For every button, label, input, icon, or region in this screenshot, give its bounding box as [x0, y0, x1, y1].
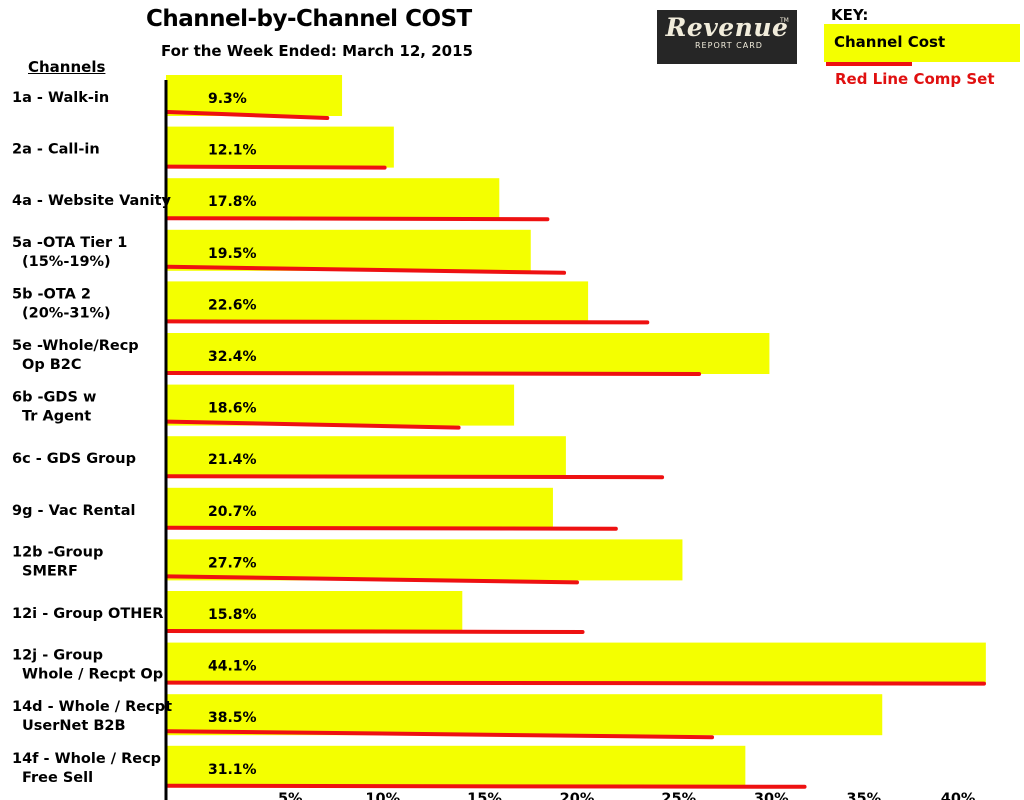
channels-heading: Channels	[28, 58, 106, 76]
bar-value-label: 18.6%	[208, 401, 257, 417]
comp-set-line	[166, 419, 461, 430]
logo-word: Revenue	[665, 13, 789, 42]
bar-channel-cost	[166, 384, 515, 426]
category-label-line2: Op B2C	[22, 357, 82, 373]
bar-channel-cost	[166, 229, 531, 271]
category-label: 14d - Whole / Recpt	[12, 699, 172, 715]
category-label: 2a - Call-in	[12, 142, 100, 158]
category-label-line2: Tr Agent	[22, 409, 91, 425]
logo-tm: TM	[780, 17, 789, 24]
bar-channel-cost	[166, 281, 589, 323]
category-label: 9g - Vac Rental	[12, 503, 135, 519]
category-label: 5e -Whole/Recp	[12, 338, 139, 354]
chart-title: Channel-by-Channel COST	[146, 6, 472, 32]
x-tick-label: 5%	[278, 791, 303, 800]
x-tick-label: 10%	[365, 791, 400, 800]
bar-channel-cost	[166, 75, 343, 116]
category-label-line2: Free Sell	[22, 770, 93, 786]
comp-set-line	[166, 574, 579, 585]
bar-value-label: 32.4%	[208, 349, 257, 365]
comp-set-line	[166, 110, 330, 120]
comp-set-line	[166, 474, 665, 480]
x-tick-label: 30%	[754, 791, 789, 800]
bar-channel-cost	[166, 178, 500, 220]
comp-set-line	[166, 164, 387, 170]
comp-set-line	[166, 216, 550, 222]
category-label: 14f - Whole / Recp	[12, 751, 161, 767]
bar-channel-cost	[166, 487, 553, 529]
bar-value-label: 20.7%	[208, 504, 257, 520]
bar-channel-cost	[166, 745, 746, 787]
bar-value-label: 19.5%	[208, 246, 257, 262]
comp-set-line	[166, 264, 567, 275]
category-label: 12b -Group	[12, 544, 103, 560]
category-label: 12j - Group	[12, 648, 103, 664]
bar-value-label: 44.1%	[208, 659, 257, 675]
category-label: 5b -OTA 2	[12, 286, 91, 302]
comp-set-line	[166, 680, 986, 686]
bar-value-label: 21.4%	[208, 452, 257, 468]
category-label: 12i - Group OTHER	[12, 606, 163, 622]
key-bar-swatch: Channel Cost	[824, 24, 1020, 62]
x-tick-label: 25%	[661, 791, 696, 800]
bar-value-label: 9.3%	[208, 91, 247, 107]
category-label-line2: (15%-19%)	[22, 254, 111, 270]
revenue-report-card-logo: Revenue TM REPORT CARD	[657, 10, 797, 64]
bar-channel-cost	[166, 436, 566, 478]
chart-subtitle: For the Week Ended: March 12, 2015	[161, 42, 473, 60]
x-tick-label: 15%	[467, 791, 502, 800]
logo-subtitle: REPORT CARD	[695, 41, 763, 50]
comp-set-line	[166, 319, 650, 325]
bar-value-label: 22.6%	[208, 297, 257, 313]
category-label-line2: SMERF	[22, 563, 78, 579]
x-tick-label: 40%	[941, 791, 976, 800]
key-bar-label: Channel Cost	[834, 33, 946, 51]
bar-channel-cost	[166, 539, 683, 581]
bar-channel-cost	[166, 591, 463, 632]
category-label: 6b -GDS w	[12, 390, 96, 406]
bar-channel-cost	[166, 333, 770, 374]
category-label-line2: (20%-31%)	[22, 305, 111, 321]
bar-value-label: 27.7%	[208, 555, 257, 571]
comp-set-line	[166, 525, 618, 531]
bar-channel-cost	[166, 126, 394, 168]
category-label-line2: UserNet B2B	[22, 718, 126, 734]
category-label: 1a - Walk-in	[12, 90, 109, 106]
category-label: 6c - GDS Group	[12, 451, 136, 467]
category-label: 5a -OTA Tier 1	[12, 235, 127, 251]
comp-set-line	[166, 729, 715, 740]
bar-channel-cost	[166, 642, 986, 684]
x-tick-label: 35%	[846, 791, 881, 800]
bar-value-label: 38.5%	[208, 710, 257, 726]
bar-value-label: 12.1%	[208, 143, 257, 159]
bar-value-label: 15.8%	[208, 607, 257, 623]
comp-set-line	[166, 629, 585, 634]
bar-value-label: 17.8%	[208, 194, 257, 210]
category-label-line2: Whole / Recpt Op	[22, 667, 163, 683]
x-tick-label: 20%	[560, 791, 595, 800]
key-red-line-label: Red Line Comp Set	[835, 70, 995, 88]
category-label: 4a - Website Vanity	[12, 193, 172, 209]
key-red-line-swatch	[826, 62, 912, 66]
comp-set-line	[166, 371, 702, 376]
bar-value-label: 31.1%	[208, 762, 257, 778]
comp-set-line	[166, 783, 807, 789]
bar-channel-cost	[166, 694, 883, 736]
key-title: KEY:	[831, 6, 869, 24]
